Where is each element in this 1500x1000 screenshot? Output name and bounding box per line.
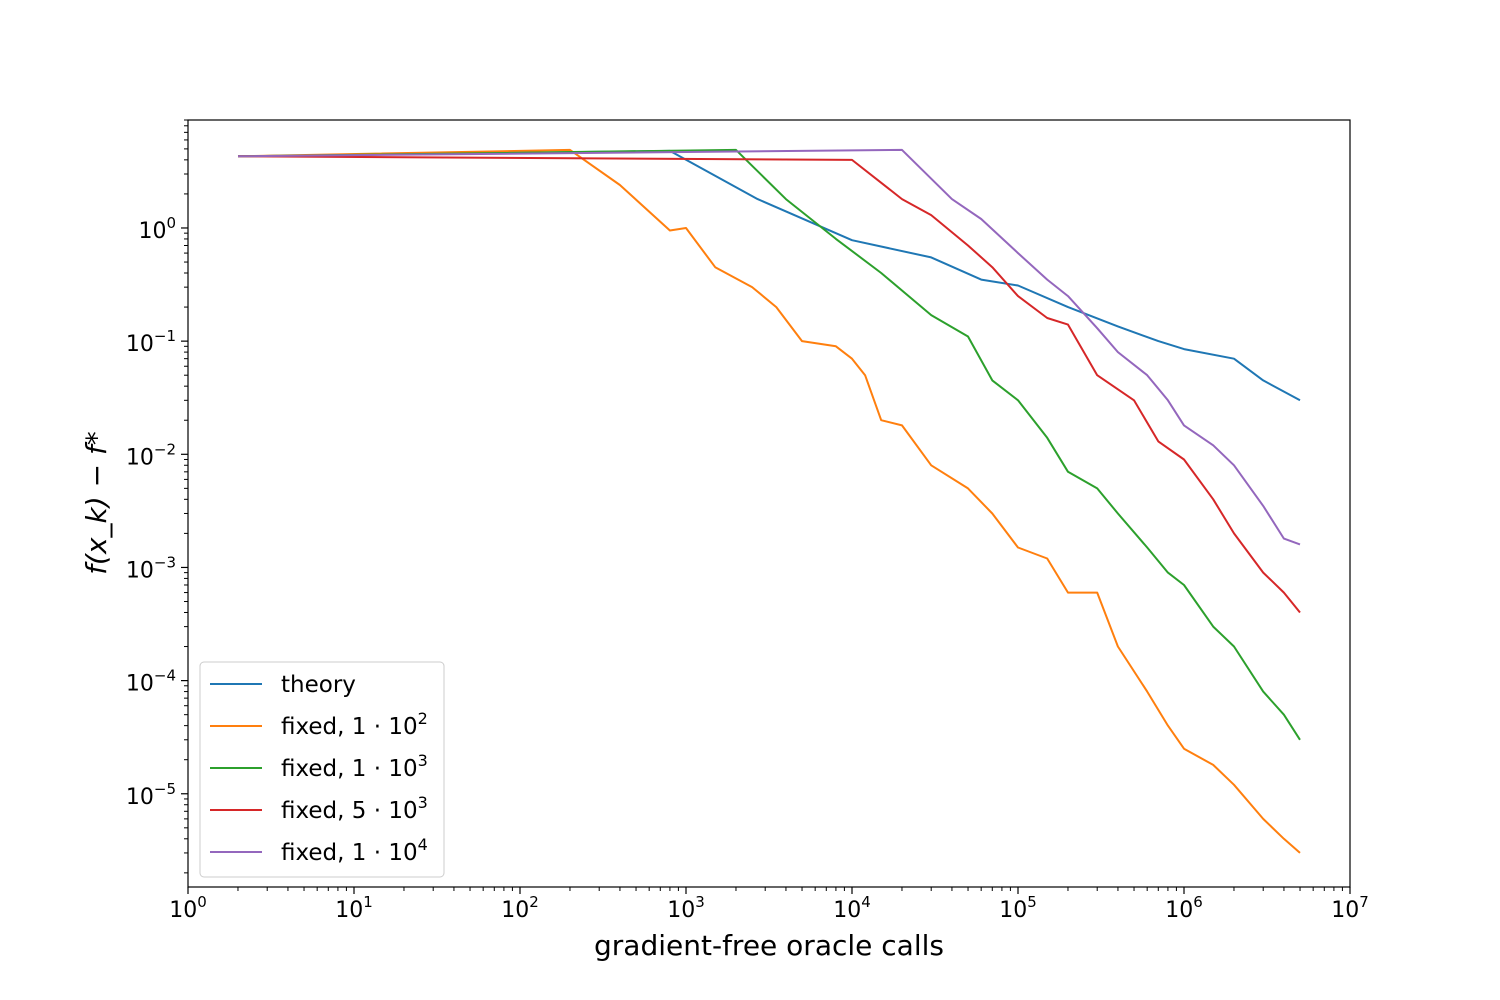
legend-entry: fixed, 1 · 103	[281, 751, 428, 782]
legend: theory fixed, 1 · 102 fixed, 1 · 103 fixed,…	[199, 661, 445, 878]
y-axis-label-text: f(x_k) − f*	[80, 431, 113, 575]
legend-entry: theory	[281, 672, 356, 698]
x-tick-label: 105	[999, 893, 1037, 923]
y-tick-label: 10−4	[126, 667, 176, 697]
series-layer	[237, 148, 1301, 854]
y-ticks: 100 10−1 10−2 10−3 10−4 10−5	[126, 119, 188, 874]
x-tick-label: 106	[1165, 893, 1203, 923]
series-line-4	[237, 148, 1301, 546]
legend-frame	[199, 661, 445, 878]
x-tick-label: 103	[667, 893, 705, 923]
plot-frame	[187, 119, 1351, 888]
series-line-3	[237, 155, 1301, 614]
y-tick-label: 100	[138, 214, 176, 244]
series-line-0	[237, 149, 1301, 402]
legend-entry: fixed, 1 · 102	[281, 709, 428, 740]
x-tick-label: 100	[169, 893, 207, 923]
x-axis-label: gradient-free oracle calls	[594, 929, 944, 962]
y-axis-label: f(x_k) − f*	[80, 431, 113, 575]
y-tick-label: 10−5	[126, 780, 176, 810]
x-ticks: 100 101 102 103 104 105 106 107	[169, 887, 1369, 923]
x-tick-label: 107	[1331, 893, 1369, 923]
series-line-1	[237, 148, 1301, 854]
x-tick-label: 101	[335, 893, 373, 923]
y-tick-label: 10−1	[126, 327, 176, 357]
y-tick-label: 10−2	[126, 440, 176, 470]
x-tick-label: 102	[501, 893, 539, 923]
legend-entry: fixed, 5 · 103	[281, 793, 428, 824]
x-tick-label: 104	[833, 893, 871, 923]
series-line-2	[237, 148, 1301, 741]
y-tick-label: 10−3	[126, 553, 176, 583]
legend-entry: fixed, 1 · 104	[281, 835, 428, 866]
